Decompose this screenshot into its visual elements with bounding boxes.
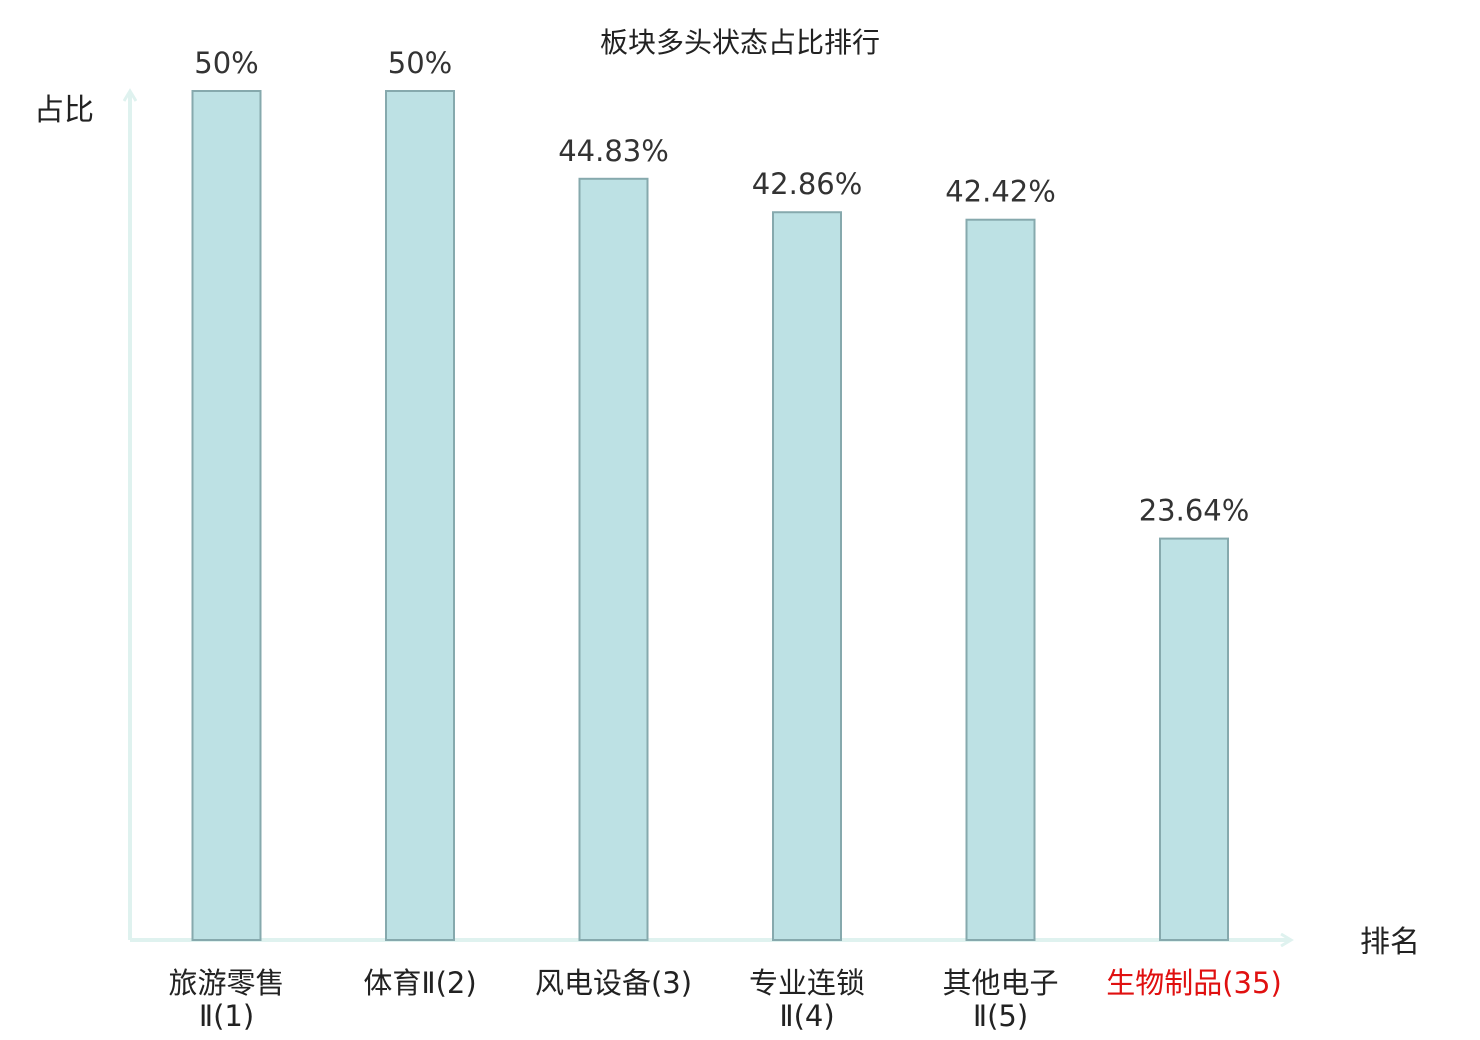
bar-value-label: 42.86% xyxy=(752,167,863,201)
category-label-line: Ⅱ(5) xyxy=(973,999,1028,1033)
bar xyxy=(772,211,842,942)
category-label: 生物制品(35) xyxy=(1106,966,1282,1000)
category-label-line: 旅游零售 xyxy=(168,966,284,1000)
category-label-line: Ⅱ(4) xyxy=(779,999,834,1033)
chart-title: 板块多头状态占比排行 xyxy=(600,26,880,59)
bar-value-label: 44.83% xyxy=(558,134,669,168)
category-label: 风电设备(3) xyxy=(535,966,692,1000)
category-label-line: 风电设备(3) xyxy=(535,966,692,1000)
bar-value-label: 50% xyxy=(194,46,258,80)
bar xyxy=(965,218,1036,942)
bar-value-label: 42.42% xyxy=(945,175,1056,209)
category-label-line: Ⅱ(1) xyxy=(199,999,254,1033)
category-label-line: 专业连锁 xyxy=(749,966,865,1000)
category-label-line: 生物制品(35) xyxy=(1106,966,1282,1000)
category-label-line: 其他电子 xyxy=(942,966,1058,1000)
bar xyxy=(385,90,455,941)
x-axis-label: 排名 xyxy=(1360,925,1420,960)
category-label: 专业连锁 Ⅱ(4) xyxy=(749,966,865,1033)
category-label: 体育Ⅱ(2) xyxy=(363,966,476,1000)
category-label: 其他电子 Ⅱ(5) xyxy=(942,966,1058,1033)
bar xyxy=(1159,537,1229,941)
value-labels-group: 50% 50% 44.83% 42.86% 42.42% 23.64% xyxy=(194,46,1249,528)
category-label-line: 体育Ⅱ(2) xyxy=(363,966,476,1000)
category-labels-group: 旅游零售 Ⅱ(1) 体育Ⅱ(2) 风电设备(3) 专业连锁 Ⅱ(4) 其他电子 Ⅱ(5) 生物制… xyxy=(168,966,1281,1033)
bar-value-label: 50% xyxy=(388,46,452,80)
bar xyxy=(578,177,649,941)
y-axis-label: 占比 xyxy=(34,93,94,128)
bar xyxy=(191,90,262,941)
bars-group xyxy=(191,90,1229,942)
bar-value-label: 23.64% xyxy=(1139,494,1250,528)
category-label: 旅游零售 Ⅱ(1) xyxy=(168,966,284,1033)
